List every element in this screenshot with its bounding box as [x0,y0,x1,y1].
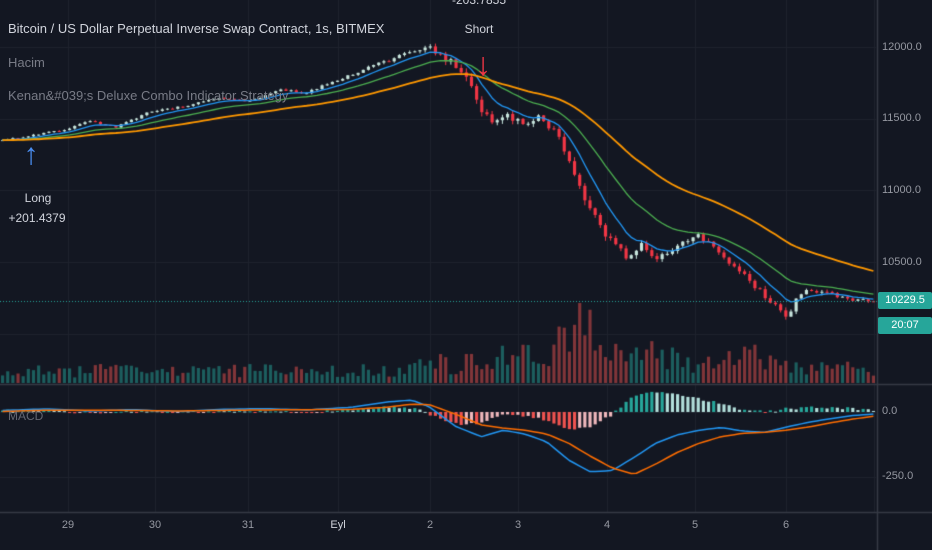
time-axis-label: 4 [603,519,611,531]
short-arrow-icon: ↓ [475,46,491,82]
time-axis-label: 3 [514,519,522,531]
macd-indicator-legend[interactable]: MACD [8,409,44,423]
volume-indicator-legend[interactable]: Hacim [8,55,45,70]
time-axis-label: 6 [782,519,790,531]
price-axis-label: 11000.0 [882,184,921,196]
time-axis-label: 2 [426,519,434,531]
long-signal-label: Long [24,191,52,205]
price-axis-label: 12000.0 [882,41,922,53]
short-signal-value: -203.7855 [451,0,507,7]
time-axis-label: 5 [691,519,699,531]
long-signal-value: +201.4379 [8,211,66,225]
short-signal-label: Short [464,22,494,36]
macd-axis-label: -250.0 [882,470,914,482]
time-axis-label-month: Eyl [330,519,346,531]
strategy-indicator-legend[interactable]: Kenan&#039;s Deluxe Combo Indicator Stra… [8,88,289,103]
bar-countdown-badge: 20:07 [878,317,932,334]
symbol-title[interactable]: Bitcoin / US Dollar Perpetual Inverse Sw… [8,21,385,36]
long-arrow-icon: ↑ [23,138,39,171]
time-axis-label: 31 [241,519,255,531]
last-price-badge: 10229.5 [878,292,932,309]
time-axis-label: 29 [61,519,75,531]
price-axis-label: 10500.0 [882,256,922,268]
price-axis-label: 11500.0 [882,112,921,124]
time-axis-label: 30 [148,519,162,531]
macd-axis-label: 0.0 [882,405,898,417]
